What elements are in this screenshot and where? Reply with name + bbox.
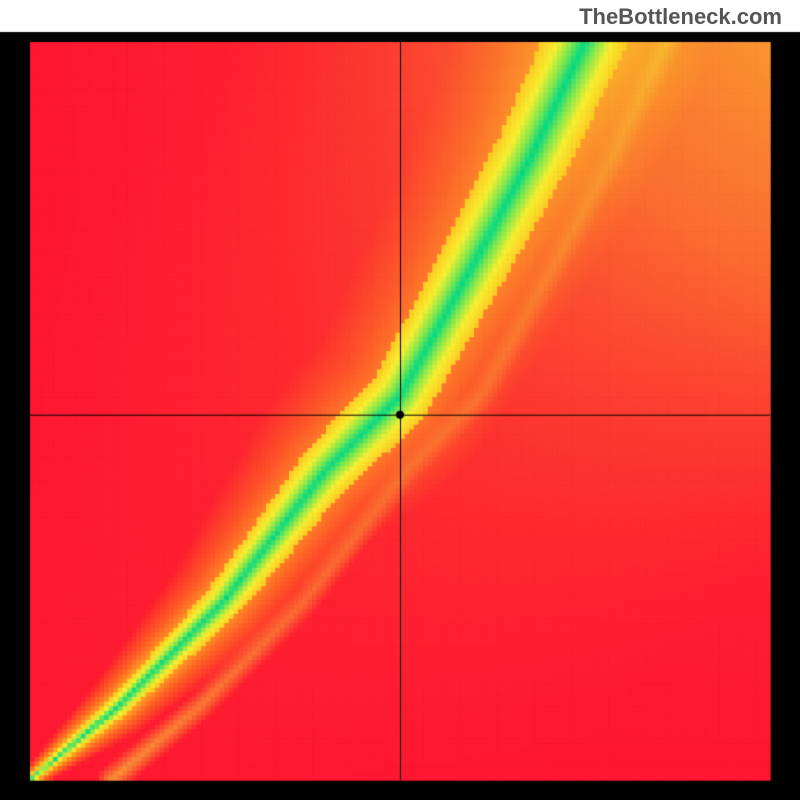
- heatmap-canvas: [0, 0, 800, 800]
- chart-container: TheBottleneck.com: [0, 0, 800, 800]
- attribution-text: TheBottleneck.com: [579, 4, 782, 30]
